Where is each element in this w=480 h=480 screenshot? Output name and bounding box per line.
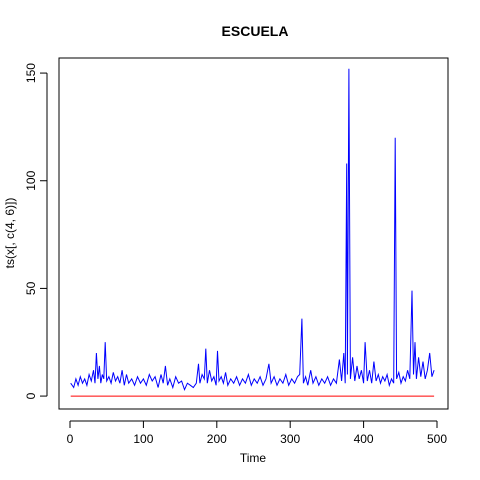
y-axis: 0 50 100 150 [24,63,48,399]
x-tick-label: 0 [67,432,74,446]
y-tick-label: 50 [24,281,38,295]
y-tick-label: 0 [24,392,38,399]
x-tick-label: 500 [427,432,447,446]
x-axis: 0 100 200 300 400 500 [67,420,447,446]
x-tick-label: 100 [133,432,153,446]
x-tick-label: 300 [280,432,300,446]
y-tick-label: 150 [24,63,38,83]
x-axis-label: Time [240,451,267,465]
chart-title: ESCUELA [222,23,289,39]
series-layer [70,68,435,397]
series-line-1 [70,68,435,391]
y-tick-label: 100 [24,170,38,190]
x-tick-label: 200 [207,432,227,446]
plot-area [58,57,449,410]
x-tick-label: 400 [354,432,374,446]
y-axis-label: ts(x[, c(4, 6)]) [3,198,17,269]
